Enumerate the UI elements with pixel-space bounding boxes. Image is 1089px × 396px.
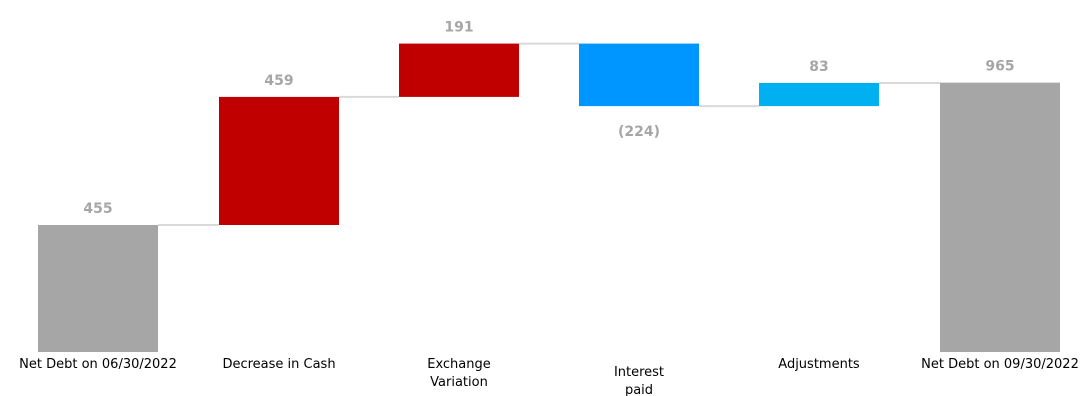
bar-4 <box>579 43 699 107</box>
category-label-line: Adjustments <box>778 357 860 372</box>
category-label-line: paid <box>625 383 653 396</box>
bar-6 <box>940 82 1060 352</box>
category-label-3: Exchange Variation <box>427 357 491 390</box>
value-label-4: (224) <box>618 124 660 140</box>
category-label-line: Net Debt on 06/30/2022 <box>19 357 177 372</box>
category-label-line: Interest <box>614 365 664 380</box>
bar-5 <box>759 82 879 107</box>
value-labels-group: 455 459 191 (224) 83 965 <box>83 20 1014 217</box>
category-labels-group: Net Debt on 06/30/2022 Decrease in Cash Ex… <box>19 357 1079 396</box>
value-label-3: 191 <box>444 20 473 36</box>
value-label-6: 965 <box>985 59 1014 75</box>
bar-2 <box>219 96 339 226</box>
category-label-line: Net Debt on 09/30/2022 <box>921 357 1079 372</box>
value-label-2: 459 <box>264 73 293 89</box>
bar-1 <box>38 225 158 352</box>
value-label-5: 83 <box>809 59 828 75</box>
category-label-6: Net Debt on 09/30/2022 <box>921 357 1079 372</box>
value-label-1: 455 <box>83 201 112 217</box>
category-label-line: Exchange <box>427 357 491 372</box>
connector-lines <box>158 42 940 227</box>
category-label-line: Decrease in Cash <box>222 357 335 372</box>
category-label-4: Interest paid <box>614 365 664 396</box>
category-label-5: Adjustments <box>778 357 860 372</box>
category-label-1: Net Debt on 06/30/2022 <box>19 357 177 372</box>
bar-3 <box>399 43 519 97</box>
category-label-2: Decrease in Cash <box>222 357 335 372</box>
category-label-line: Variation <box>430 375 488 390</box>
bars-group <box>38 43 1060 352</box>
